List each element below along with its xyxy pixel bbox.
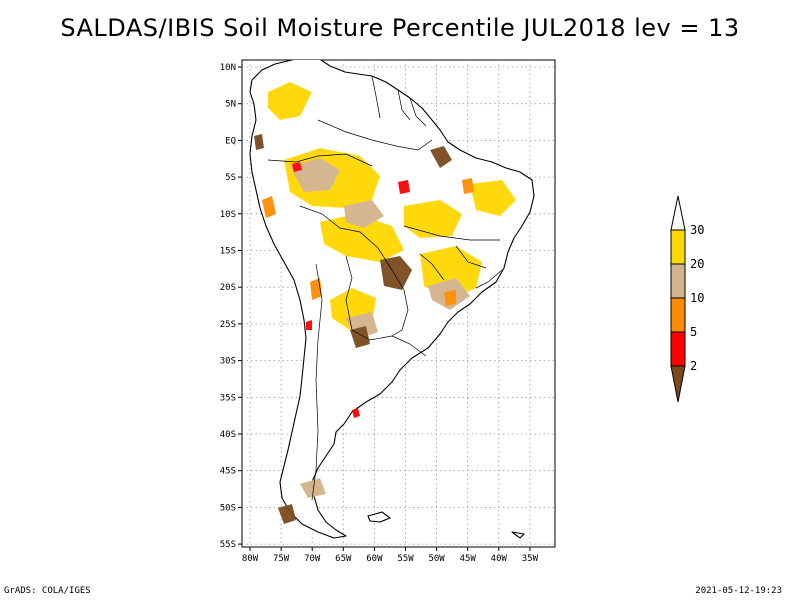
lat-tick-label: 20S	[220, 283, 236, 293]
lat-tick-label: 25S	[220, 320, 236, 330]
falkland-islands	[367, 511, 391, 523]
longitude-labels: 80W 75W 70W 65W 60W 55W 50W 45W 40W 35W	[242, 547, 539, 564]
lat-tick-label: 5S	[225, 173, 236, 183]
lon-tick-label: 50W	[428, 554, 445, 564]
legend-swatch	[670, 297, 686, 333]
lat-tick-label: 15S	[220, 247, 236, 257]
legend-swatch	[670, 331, 686, 367]
legend-arrow-bottom	[670, 365, 686, 403]
lat-tick-label: 10N	[220, 63, 236, 73]
legend-label: 5	[690, 325, 697, 339]
map-title: SALDAS/IBIS Soil Moisture Percentile JUL…	[60, 14, 740, 42]
lon-tick-label: 80W	[242, 554, 259, 564]
lat-tick-label: EQ	[225, 136, 236, 146]
lon-tick-label: 65W	[335, 554, 352, 564]
legend-arrow-top	[670, 195, 686, 231]
footer-credit: GrADS: COLA/IGES	[4, 586, 91, 596]
legend-label: 10	[690, 291, 704, 305]
lon-tick-label: 60W	[366, 554, 383, 564]
legend-label: 30	[690, 223, 704, 237]
legend-swatch	[670, 263, 686, 299]
soil-moisture-shading	[254, 82, 516, 524]
lon-tick-label: 75W	[273, 554, 290, 564]
lat-tick-label: 40S	[220, 430, 236, 440]
lon-tick-label: 40W	[491, 554, 508, 564]
legend-colorbar: 30 20 10 5 2	[670, 195, 704, 403]
lon-tick-label: 45W	[460, 554, 477, 564]
shading-5-10	[262, 178, 474, 306]
lon-tick-label: 35W	[522, 554, 539, 564]
lat-tick-label: 45S	[220, 467, 236, 477]
lat-tick-label: 35S	[220, 393, 236, 403]
legend-label: 20	[690, 257, 704, 271]
legend-swatch	[670, 229, 686, 265]
country-borders	[267, 75, 503, 501]
shading-20-30	[268, 82, 516, 330]
lat-tick-label: 55S	[220, 540, 236, 550]
lat-tick-label: 5N	[225, 100, 236, 110]
latitude-labels: 10N 5N EQ 5S 10S 15S 20S 25S 30S 35S 40S 45S 50S 55S	[220, 63, 242, 550]
lat-tick-label: 10S	[220, 210, 236, 220]
lat-tick-label: 30S	[220, 357, 236, 367]
footer-timestamp: 2021-05-12-19:23	[695, 586, 782, 596]
south-georgia	[511, 531, 525, 539]
legend-label: 2	[690, 359, 697, 373]
lat-tick-label: 50S	[220, 503, 236, 513]
lon-tick-label: 70W	[304, 554, 321, 564]
lon-tick-label: 55W	[397, 554, 414, 564]
